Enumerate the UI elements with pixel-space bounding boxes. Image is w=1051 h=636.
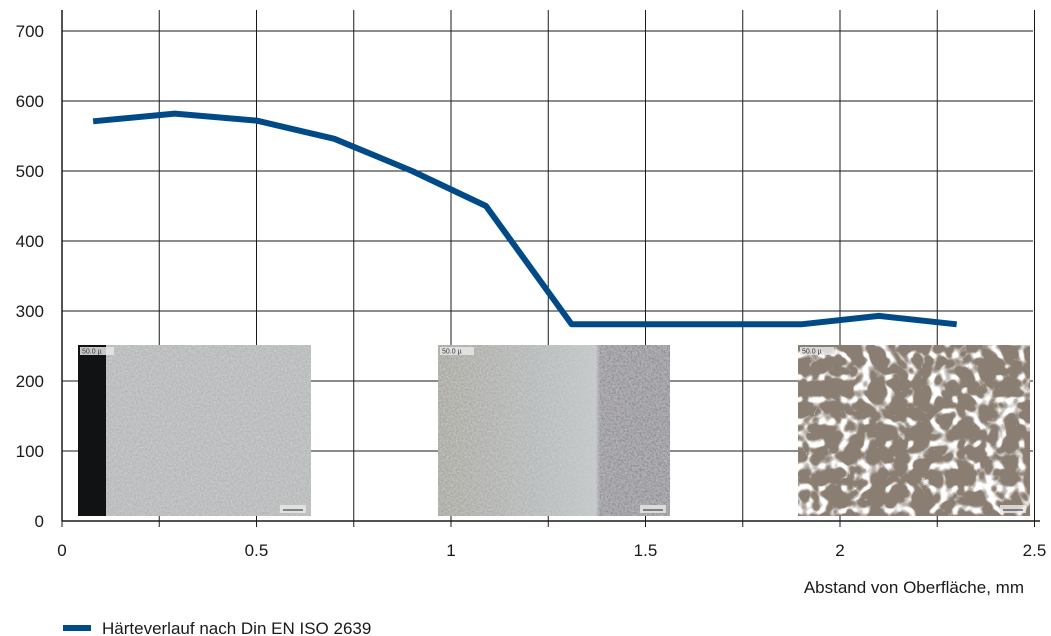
x-tick-label: 1 (446, 541, 455, 560)
micrograph-surface: 50.0 µ (78, 345, 311, 516)
x-tick-label: 1.5 (634, 541, 658, 560)
x-tick-label: 0 (57, 541, 66, 560)
micrograph-core-label: 50.0 µ (802, 349, 822, 356)
y-tick-label: 600 (16, 92, 44, 111)
tick-labels: 0 100 200 300 400 500 600 700 0 0.5 1 1.5 2 2.5 (16, 22, 1047, 560)
axes (61, 10, 1040, 527)
micrograph-transition-label: 50.0 µ (442, 349, 462, 356)
series-points (93, 113, 957, 325)
y-tick-label: 200 (16, 372, 44, 391)
y-tick-label: 700 (16, 22, 44, 41)
micrograph-surface-label: 50.0 µ (82, 349, 102, 356)
legend-label: Härteverlauf nach Din EN ISO 2639 (102, 619, 371, 636)
legend-swatch (63, 625, 91, 631)
x-tick-label: 2 (835, 541, 844, 560)
y-tick-label: 400 (16, 232, 44, 251)
y-tick-label: 300 (16, 302, 44, 321)
y-tick-label: 0 (35, 512, 44, 531)
legend: Härteverlauf nach Din EN ISO 2639 (63, 619, 371, 636)
x-tick-label: 2.5 (1023, 541, 1047, 560)
micrograph-transition: 50.0 µ (438, 345, 670, 516)
series-line-haerteverlauf (92, 110, 958, 328)
y-tick-label: 500 (16, 162, 44, 181)
y-tick-label: 100 (16, 442, 44, 461)
micrograph-core: 50.0 µ (798, 345, 1030, 516)
x-tick-label: 0.5 (245, 541, 269, 560)
x-axis-label: Abstand von Oberfläche, mm (804, 578, 1024, 597)
